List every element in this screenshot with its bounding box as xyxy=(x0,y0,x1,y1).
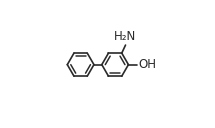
Text: OH: OH xyxy=(138,58,157,71)
Text: H₂N: H₂N xyxy=(114,30,136,43)
